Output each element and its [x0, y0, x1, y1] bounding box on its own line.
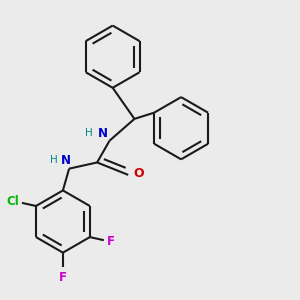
- Text: H: H: [85, 128, 92, 138]
- Text: N: N: [98, 127, 108, 140]
- Text: F: F: [107, 235, 115, 248]
- Text: F: F: [59, 271, 67, 284]
- Text: Cl: Cl: [6, 195, 19, 208]
- Text: H: H: [50, 155, 57, 165]
- Text: O: O: [133, 167, 143, 181]
- Text: N: N: [61, 154, 71, 167]
